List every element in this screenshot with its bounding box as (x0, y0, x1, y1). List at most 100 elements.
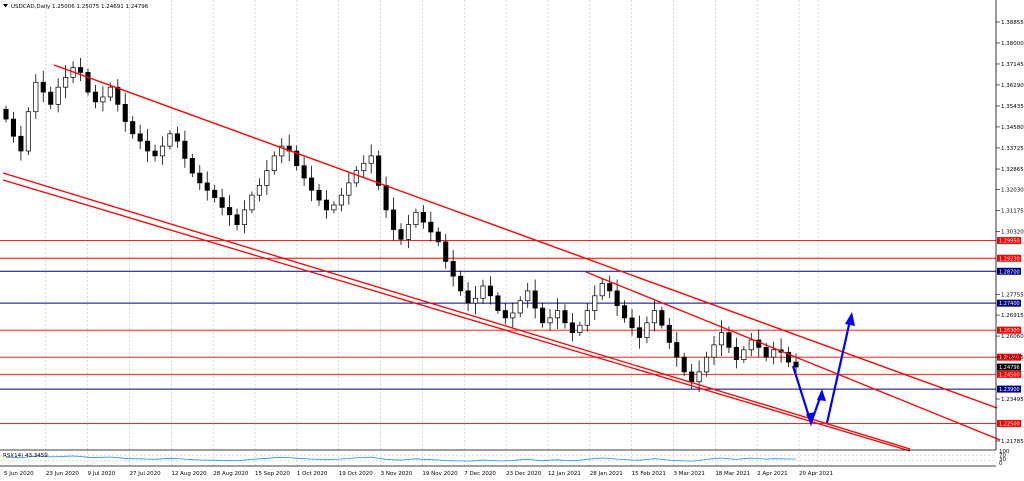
candle-body (517, 300, 523, 314)
trend-channel-lines (2, 64, 1001, 452)
candle-body (107, 86, 113, 98)
candle-body (85, 72, 91, 93)
candle-body (674, 342, 680, 358)
candle-body (726, 332, 732, 348)
candle-body (622, 305, 628, 319)
y-tick-label: 1.26060 (1001, 334, 1024, 340)
price-level-tag (997, 237, 1021, 245)
price-level-tag-label: 1.27400 (999, 301, 1020, 307)
projection-arrow-up (825, 315, 853, 424)
candle-body (748, 339, 754, 351)
candle-body (264, 170, 270, 186)
candle-body (10, 118, 17, 137)
candle-body (704, 356, 710, 373)
price-level-tag (997, 326, 1021, 334)
candle-body (741, 349, 747, 360)
candle-body (368, 155, 374, 164)
price-level-tag-label: 1.23900 (999, 387, 1020, 393)
menu-triangle-icon[interactable] (3, 4, 8, 8)
candle-body (540, 307, 546, 324)
x-tick-label: 23 Jun 2020 (46, 471, 80, 477)
candle-body (711, 344, 717, 358)
candle-body (241, 209, 248, 225)
rsi-tick-label: 0 (999, 461, 1003, 467)
price-level-tag (997, 267, 1021, 275)
candle-body (234, 214, 240, 225)
y-tick-label: 1.38000 (1001, 41, 1024, 47)
candle-body (510, 312, 516, 319)
candle-body (733, 347, 739, 360)
candle-body (547, 317, 553, 324)
candle-body (592, 295, 598, 311)
candle-body (279, 145, 285, 157)
rsi-tick-label: 70 (999, 453, 1006, 459)
x-tick-label: 15 Feb 2021 (632, 471, 666, 477)
x-tick-label: 7 Dec 2020 (464, 471, 496, 477)
current-price-tag (997, 363, 1021, 371)
candle-body (666, 324, 672, 343)
candle-body (204, 182, 210, 191)
candle-body (689, 371, 695, 383)
candle-body (659, 310, 665, 326)
y-tick-label: 1.27755 (1001, 292, 1024, 298)
inner-channel-line (585, 271, 1001, 441)
candle-body (420, 212, 426, 223)
candle-body (25, 111, 31, 152)
rsi-tick-label: 30 (999, 457, 1006, 463)
x-tick-label: 12 Aug 2020 (171, 471, 207, 477)
candle-body (584, 310, 590, 326)
price-level-tag-label: 1.22500 (999, 421, 1020, 427)
candle-body (174, 133, 180, 142)
y-tick-label: 1.32030 (1001, 188, 1024, 194)
candle-body (390, 209, 397, 230)
arrowhead-up-large (845, 312, 855, 326)
candle-body (48, 91, 54, 105)
y-tick-label: 1.26915 (1001, 313, 1024, 319)
price-level-tag (997, 385, 1021, 393)
x-tick-label: 27 Jul 2020 (130, 471, 162, 477)
candle-body (63, 77, 69, 88)
price-level-tag (997, 419, 1021, 427)
candle-body (115, 86, 121, 105)
price-level-tag-label: 1.28700 (999, 269, 1020, 275)
candle-body (316, 189, 322, 201)
x-tick-label: 15 Sep 2020 (255, 471, 290, 477)
header: USDCAD,Daily 1.25006 1.25075 1.24691 1.2… (3, 4, 149, 10)
candle-body (495, 295, 501, 311)
y-tick-label: 1.21785 (1001, 439, 1024, 445)
candle-body (219, 197, 225, 208)
price-level-tag-label: 1.26300 (999, 328, 1020, 334)
candle-body (487, 285, 493, 297)
symbol-info: USDCAD,Daily 1.25006 1.25075 1.24691 1.2… (11, 4, 149, 10)
candle-body (145, 140, 151, 152)
candle-body (607, 283, 613, 292)
candle-body (100, 96, 106, 103)
candle-body (443, 241, 449, 262)
candle-body (137, 133, 143, 142)
candle-body (271, 155, 277, 171)
x-tick-label: 1 Oct 2020 (297, 471, 328, 477)
candle-body (159, 145, 166, 157)
candle-body (167, 133, 173, 147)
candle-body (629, 317, 635, 329)
candle-body (696, 371, 702, 383)
candle-body (361, 162, 367, 171)
candle-body (122, 104, 128, 122)
x-tick-label: 12 Jan 2021 (548, 471, 581, 477)
candle-body (249, 194, 255, 211)
candle-body (599, 283, 605, 297)
x-tick-label: 19 Nov 2020 (422, 471, 458, 477)
candle-body (472, 297, 479, 304)
candle-body (651, 310, 657, 324)
x-tick-label: 18 Mar 2021 (715, 471, 750, 477)
y-tick-label: 1.38855 (1001, 20, 1024, 26)
arrowhead-down (806, 412, 815, 425)
candle-body (398, 229, 404, 240)
candle-body (227, 207, 233, 216)
candle-body (614, 290, 620, 306)
current-price-tag-label: 1.24796 (999, 365, 1020, 371)
candle-body (77, 67, 84, 73)
candle-body (480, 285, 486, 299)
price-level-tag (997, 299, 1021, 307)
price-level-tag-label: 1.29230 (999, 256, 1020, 262)
